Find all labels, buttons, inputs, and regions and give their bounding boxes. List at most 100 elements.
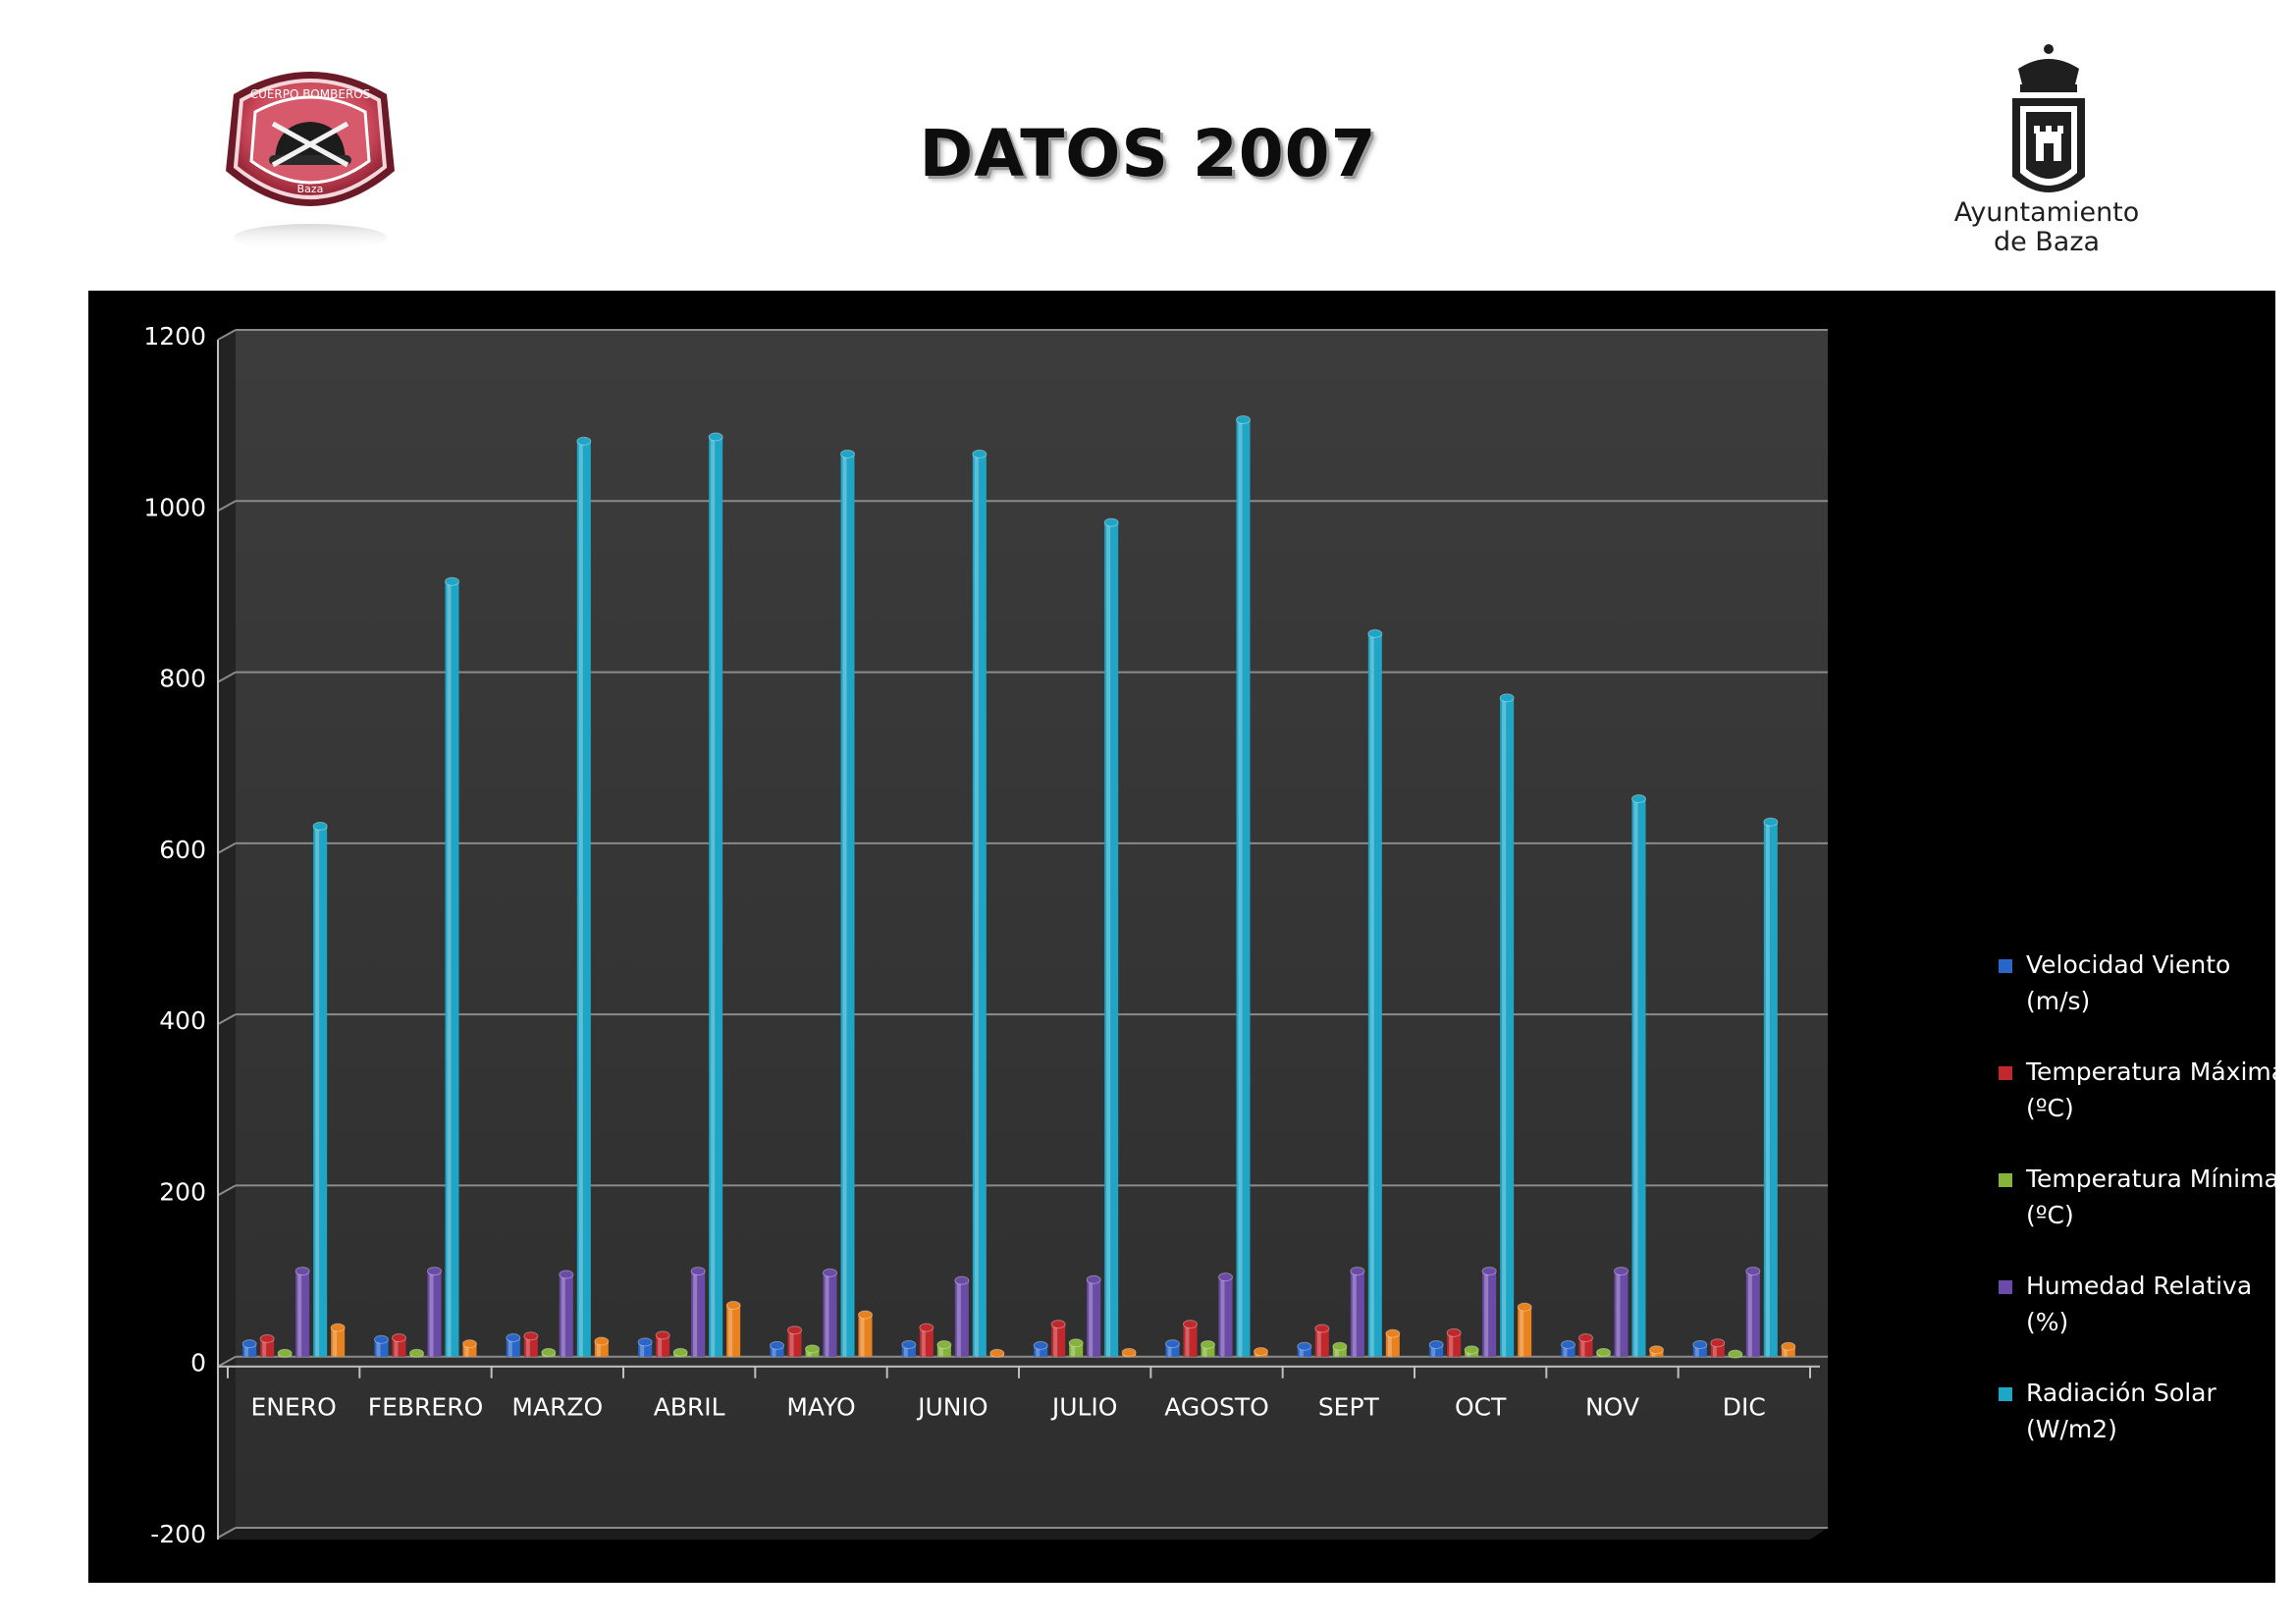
bar [1464,1345,1479,1357]
bar-highlight [860,1315,865,1357]
bar [374,1334,389,1357]
bar-cap [1332,1341,1348,1351]
bar-body [1236,419,1251,1357]
bar [655,1330,670,1357]
gridline-depth [217,1355,237,1368]
bar [1218,1272,1233,1357]
bar [1068,1338,1084,1357]
gridline-depth [217,1013,237,1026]
chart-floor [218,1528,1828,1540]
bar-highlight [1352,1271,1357,1357]
bar-body [295,1271,310,1357]
bar-body [594,1341,609,1357]
bar-cap [1314,1324,1330,1333]
bar-highlight [807,1348,812,1357]
y-tick-label: -200 [150,1520,206,1548]
bar-cap [1068,1338,1084,1348]
legend-swatch [1999,1387,2012,1401]
x-tick-label: JUNIO [916,1393,988,1422]
bar [787,1326,802,1357]
bar-cap [936,1340,952,1350]
bar-cap [1050,1320,1066,1329]
bar-cap [1218,1272,1233,1282]
bar-body [1385,1333,1400,1357]
bar-highlight [297,1271,302,1357]
chart-legend: Velocidad Viento (m/s) Temperatura Máxim… [1999,947,2293,1482]
bar [445,576,459,1357]
bar-highlight [447,581,452,1357]
crest-caption-line2: de Baza [1993,227,2101,257]
bar-body [1183,1324,1198,1357]
bar [1121,1347,1137,1357]
bar-cap [312,821,328,831]
bar-cap [708,432,723,442]
bar [1050,1320,1066,1357]
bar [1561,1340,1575,1357]
bar-body [823,1272,837,1357]
bomberos-badge-logo: CUERPO BOMBEROS Baza [226,72,395,251]
bar-body [523,1335,538,1357]
bar-highlight [596,1341,601,1357]
bar-highlight [1712,1342,1717,1357]
bar [1649,1345,1664,1357]
bar-cap [241,1339,257,1349]
legend-item: Humedad Relativa (%) [1999,1268,2293,1340]
bar-body [1710,1342,1725,1357]
bar-highlight [640,1341,645,1357]
bar [840,449,855,1357]
bar-body [506,1337,520,1357]
bar-body [638,1341,653,1357]
bar-body [691,1271,706,1357]
bar-body [559,1274,573,1357]
chart-side-wall [218,330,236,1540]
bar-cap [655,1330,670,1340]
bar-cap [1297,1341,1312,1351]
bar [805,1344,820,1357]
bar-cap [901,1340,917,1350]
bar [637,1337,653,1357]
x-tick-label: ENERO [250,1393,336,1422]
bar [1763,817,1779,1357]
bar-cap [594,1336,610,1346]
bar [1781,1341,1796,1357]
bar-highlight [1071,1342,1076,1357]
bar [1314,1324,1330,1357]
bar [1183,1320,1198,1357]
bar-cap [1086,1274,1101,1284]
bar-highlight [658,1334,663,1357]
bar [462,1339,477,1357]
bar-cap [1596,1347,1611,1357]
bar-cap [1165,1339,1180,1349]
ayuntamiento-crest-logo [2012,44,2085,192]
gridline-depth [217,329,237,341]
bar-cap [330,1323,346,1332]
bar [672,1347,688,1357]
crest-caption-line1: Ayuntamiento [1953,197,2140,228]
bar [858,1310,873,1357]
bar-highlight [1484,1271,1489,1357]
bar-highlight [1185,1324,1190,1357]
bar-body [331,1327,346,1357]
bar-cap [954,1275,970,1285]
bar-body [656,1334,670,1357]
bar [1103,517,1119,1357]
bar-body [260,1338,275,1357]
bar [392,1333,406,1357]
bar-highlight [1783,1346,1788,1357]
bar [427,1267,442,1357]
bar-body [726,1305,741,1357]
bar [1578,1333,1593,1357]
bar-highlight [1238,419,1243,1357]
bar-body [313,826,328,1357]
bar [1165,1339,1180,1357]
bar [1710,1338,1726,1357]
gridline-depth [217,1527,237,1539]
bar [1499,693,1515,1357]
bar-body [1069,1342,1084,1357]
bar-highlight [1502,697,1507,1357]
x-tick-label: NOV [1585,1393,1639,1422]
bar-highlight [1167,1343,1172,1357]
bar-highlight [1106,522,1111,1357]
bar-body [787,1329,802,1357]
bar-highlight [938,1344,943,1357]
